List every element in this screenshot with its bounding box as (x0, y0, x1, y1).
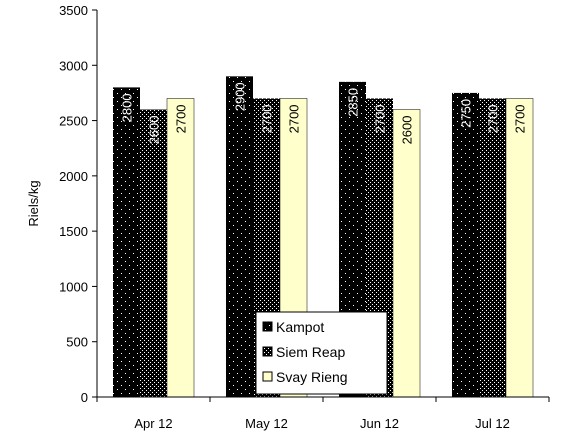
legend-label: Svay Rieng (276, 369, 348, 385)
data-label: 2700 (486, 104, 501, 133)
data-label: 2800 (120, 93, 135, 122)
data-label: 2850 (346, 88, 361, 117)
legend-box (255, 311, 388, 395)
y-tick-label: 3500 (59, 3, 88, 18)
bar-svay-rieng (505, 98, 534, 398)
bar-kampot (452, 92, 479, 397)
bar-kampot (113, 87, 140, 398)
data-label: 2700 (287, 104, 302, 133)
y-tick-label: 3000 (59, 58, 88, 73)
y-tick-label: 2000 (59, 169, 88, 184)
y-tick-label: 500 (66, 335, 88, 350)
legend-swatch (262, 321, 273, 332)
data-label: 2600 (400, 116, 415, 145)
legend-swatch (262, 371, 273, 382)
data-label: 2900 (233, 82, 248, 111)
y-tick-label: 1500 (59, 224, 88, 239)
x-tick-label: Jul 12 (475, 416, 510, 431)
bar-svay-rieng (166, 98, 195, 398)
bar-svay-rieng (392, 109, 421, 398)
data-label: 2700 (513, 104, 528, 133)
data-label: 2700 (373, 104, 388, 133)
data-label: 2700 (260, 104, 275, 133)
x-tick-label: Apr 12 (134, 416, 172, 431)
legend-label: Siem Reap (276, 344, 345, 360)
legend-label: Kampot (276, 319, 324, 335)
data-label: 2750 (459, 99, 474, 128)
y-axis-title: Riels/kg (26, 180, 41, 226)
x-tick-label: May 12 (245, 416, 288, 431)
bar-siem-reap (140, 109, 167, 397)
y-tick-label: 0 (81, 390, 88, 405)
y-tick-label: 2500 (59, 114, 88, 129)
legend-swatch (262, 346, 273, 357)
x-tick-label: Jun 12 (360, 416, 399, 431)
data-label: 2600 (147, 116, 162, 145)
bar-kampot (226, 76, 253, 397)
bar-siem-reap (479, 98, 506, 397)
data-label: 2700 (174, 104, 189, 133)
y-tick-label: 1000 (59, 279, 88, 294)
